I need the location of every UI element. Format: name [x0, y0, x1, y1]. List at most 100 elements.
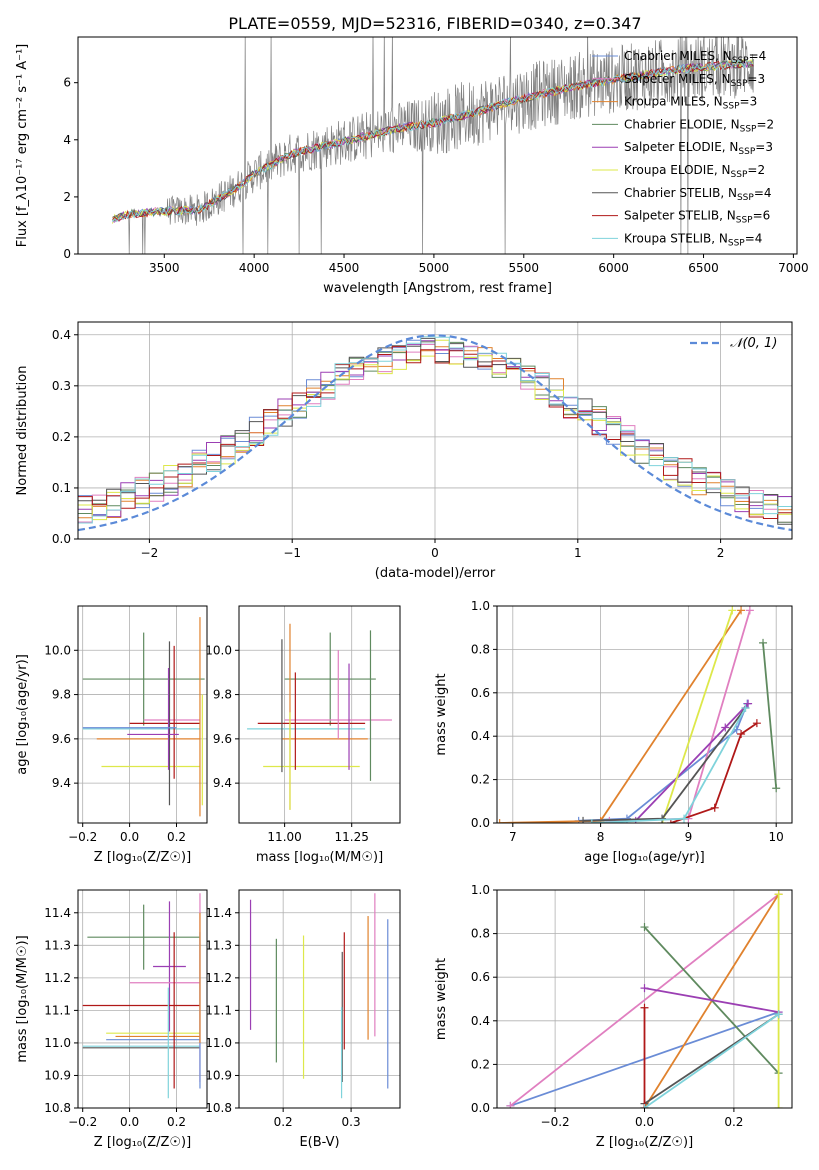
plot-frame	[238, 605, 401, 824]
y-tick-label: 10.0	[205, 643, 232, 657]
y-tick-label: 11.2	[44, 971, 71, 985]
plot-frame	[77, 605, 208, 824]
plot-frame	[238, 889, 401, 1109]
y-tick-label: 10.9	[205, 1068, 232, 1082]
y-tick-label: 0	[63, 247, 71, 261]
y-tick-label: 0.6	[471, 686, 490, 700]
y-tick-label: 9.6	[52, 732, 71, 746]
legend-entry-subscript: SSP	[723, 102, 740, 112]
y-tick-label: 1.0	[471, 599, 490, 613]
y-tick-label: 1.0	[471, 883, 490, 897]
x-tick-label: −0.2	[541, 1115, 570, 1129]
legend-entry: Salpeter ELODIE, NSSP=3	[624, 140, 773, 157]
mass-weight-marker	[680, 814, 689, 823]
x-tick-label: 0.0	[635, 1115, 654, 1129]
x-tick-label: 0.2	[167, 1115, 186, 1129]
residual-histogram	[78, 336, 792, 524]
mass-weight-marker	[752, 719, 761, 728]
x-tick-label: 1	[574, 546, 582, 560]
y-tick-label: 0.6	[471, 970, 490, 984]
legend-entry-count: =4	[754, 186, 772, 200]
y-tick-label: 11.1	[205, 1003, 232, 1017]
y-axis-label: mass weight	[434, 958, 449, 1040]
legend-entry-name: Salpeter ELODIE, N	[624, 140, 738, 154]
x-tick-label: −0.2	[68, 1115, 97, 1129]
x-tick-label: 8	[597, 830, 605, 844]
mass-weight-marker	[737, 606, 746, 615]
legend-entry-subscript: SSP	[737, 193, 754, 203]
y-axis-label: mass weight	[434, 673, 449, 755]
y-tick-label: 0.4	[52, 328, 71, 342]
y-tick-label: 0.2	[471, 773, 490, 787]
mass-weight-vs-Z-chart: −0.2 0.0 0.2 0.0 0.2 0.4 0.6 0.8 1.0 Z [log₁₀(Z/Z…	[434, 883, 793, 1150]
x-tick-label: 11.00	[267, 830, 301, 844]
mass-weight-marker	[772, 784, 781, 793]
y-tick-label: 9.4	[52, 776, 71, 790]
model-spectrum-line	[112, 59, 754, 223]
legend-entry-name: Chabrier MILES, N	[624, 49, 732, 63]
normal-distribution-curve	[78, 334, 792, 532]
age-vs-mass-plot-area	[247, 623, 392, 810]
legend-entry: Chabrier STELIB, NSSP=4	[624, 186, 772, 203]
mass-weight-marker	[774, 1104, 783, 1108]
mass-weight-marker	[640, 984, 649, 993]
legend-entry-name: Kroupa MILES, N	[624, 95, 723, 109]
mass-weight-line	[762, 642, 778, 789]
legend-entry-normal: 𝒩(0, 1)	[730, 336, 777, 351]
charts-layer: 3500 4000 4500 5000 5500 6000 6500 7000 0 2 4 6 wave…	[15, 36, 809, 1150]
x-tick-label: 6000	[598, 261, 629, 275]
y-tick-label: 0.8	[471, 642, 490, 656]
y-tick-label: 0.0	[52, 532, 71, 546]
y-tick-label: 10.0	[44, 643, 71, 657]
y-tick-label: 0.2	[52, 430, 71, 444]
y-tick-label: 11.0	[44, 1036, 71, 1050]
mass-vs-Z-plot-area	[82, 893, 201, 1099]
mass-weight-marker	[774, 890, 783, 899]
y-tick-label: 10.9	[44, 1068, 71, 1082]
legend-entry-count: =4	[745, 231, 763, 245]
mass-weight-marker	[721, 723, 730, 732]
x-tick-label: 0.2	[167, 830, 186, 844]
legend-entry: Kroupa MILES, NSSP=3	[624, 95, 757, 112]
legend-entry-name: Kroupa STELIB, N	[624, 231, 728, 245]
legend-entry-count: =3	[740, 95, 758, 109]
x-tick-label: 5000	[419, 261, 450, 275]
mass-weight-marker	[658, 814, 667, 823]
legend-entry-count: =3	[755, 140, 773, 154]
mass-weight-marker	[640, 1003, 649, 1012]
legend-entry-name: Salpeter STELIB, N	[624, 209, 736, 223]
mass-weight-line	[509, 893, 780, 1107]
legend-entry-subscript: SSP	[738, 147, 755, 157]
legend-entry-count: =6	[753, 209, 771, 223]
legend-entry: Chabrier MILES, NSSP=4	[624, 49, 766, 66]
mass-weight-line	[643, 1013, 780, 1108]
x-tick-label: 0.3	[342, 1115, 361, 1129]
y-tick-label: 9.8	[52, 688, 71, 702]
y-tick-label: 0.1	[52, 481, 71, 495]
plot-frame	[77, 321, 793, 540]
x-axis-label: (data-model)/error	[375, 566, 496, 581]
x-tick-label: 5500	[509, 261, 540, 275]
mass-weight-vs-age-chart: 7 8 9 10 0.0 0.2 0.4 0.6 0.8 1.0 age [log₁₀(age/yr…	[434, 599, 793, 865]
legend-entry-name: Salpeter MILES, N	[624, 72, 731, 86]
residuals-plot-area	[78, 334, 792, 532]
mass-vs-Z-chart: −0.2 0.0 0.2 10.8 10.9 11.0 11.1 11.2 11.3 11.4 Z …	[15, 889, 208, 1150]
y-axis-label: age [log₁₀(age/yr)]	[15, 654, 30, 775]
legend-entry: Salpeter MILES, NSSP=3	[624, 72, 765, 89]
residuals-chart: −2 −1 0 1 2 0.0 0.1 0.2 0.3 0.4 (data-model)/error…	[15, 321, 793, 581]
x-axis-label: Z [log₁₀(Z/Z☉)]	[596, 1135, 693, 1150]
legend-entry-count: =3	[747, 72, 765, 86]
mass-weight-marker	[497, 819, 504, 823]
x-tick-label: 0	[431, 546, 439, 560]
y-tick-label: 9.6	[213, 732, 232, 746]
mass-vs-ebv-chart: 0.2 0.3 10.8 10.9 11.0 11.1 11.2 11.3 11.4 E(B-V)	[205, 889, 401, 1150]
age-vs-mass-chart: 11.00 11.25 9.4 9.6 9.8 10.0 mass [log₁₀(M/M☉)…	[205, 605, 401, 865]
mass-weight-marker	[710, 803, 719, 812]
y-tick-label: 0.0	[471, 816, 490, 830]
x-tick-label: 7	[509, 830, 517, 844]
legend-entry-name: Kroupa ELODIE, N	[624, 163, 731, 177]
x-tick-label: −1	[283, 546, 301, 560]
x-tick-label: 0.0	[120, 830, 139, 844]
legend-entry-subscript: SSP	[740, 124, 757, 134]
mass-weight-line	[670, 722, 758, 823]
